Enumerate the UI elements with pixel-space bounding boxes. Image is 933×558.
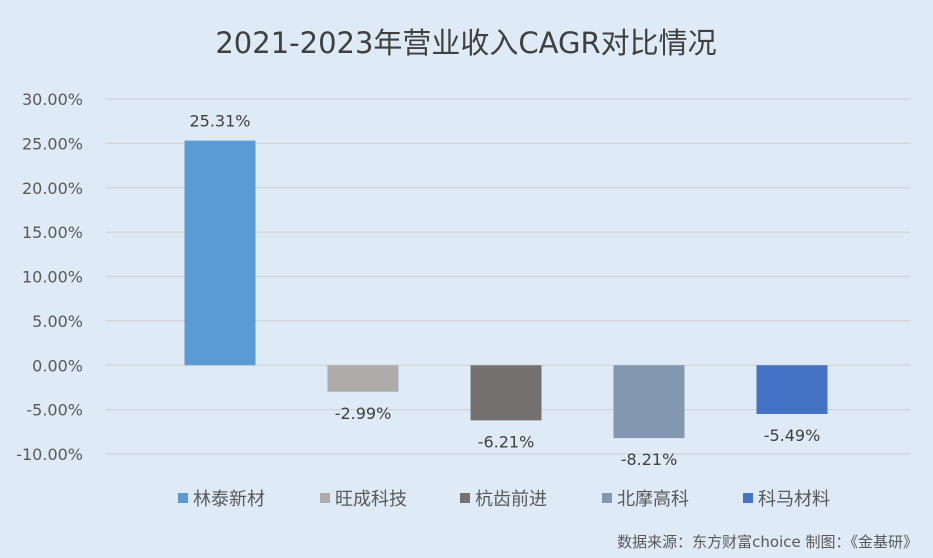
legend-swatch	[743, 493, 753, 503]
y-tick-label: 0.00%	[32, 356, 83, 375]
bar	[327, 365, 399, 392]
y-tick-label: -10.00%	[16, 445, 83, 464]
source-note: 数据来源：东方财富choice 制图：《金基研》	[617, 533, 918, 551]
y-tick-label: 30.00%	[22, 90, 83, 109]
data-label: -2.99%	[335, 404, 392, 423]
data-label: -5.49%	[764, 426, 821, 445]
y-tick-label: 15.00%	[22, 223, 83, 242]
legend-label: 北摩高科	[617, 489, 689, 510]
data-label: -6.21%	[478, 432, 535, 451]
data-label: 25.31%	[189, 112, 250, 131]
chart-title: 2021-2023年营业收入CAGR对比情况	[215, 26, 716, 60]
bar	[756, 365, 828, 414]
legend-swatch	[320, 493, 330, 503]
bar	[184, 140, 256, 366]
legend-label: 科马材料	[758, 489, 830, 510]
legend-swatch	[460, 493, 470, 503]
legend-label: 林泰新材	[193, 489, 265, 510]
legend-label: 杭齿前进	[475, 489, 547, 510]
y-tick-label: 20.00%	[22, 179, 83, 198]
legend-swatch	[178, 493, 188, 503]
y-tick-label: -5.00%	[26, 401, 83, 420]
legend-swatch	[602, 493, 612, 503]
bar	[470, 365, 542, 421]
y-tick-label: 10.00%	[22, 268, 83, 287]
y-tick-label: 5.00%	[32, 312, 83, 331]
data-label: -8.21%	[621, 450, 678, 469]
legend-label: 旺成科技	[335, 489, 407, 510]
bar	[613, 365, 685, 439]
y-tick-label: 25.00%	[22, 134, 83, 153]
